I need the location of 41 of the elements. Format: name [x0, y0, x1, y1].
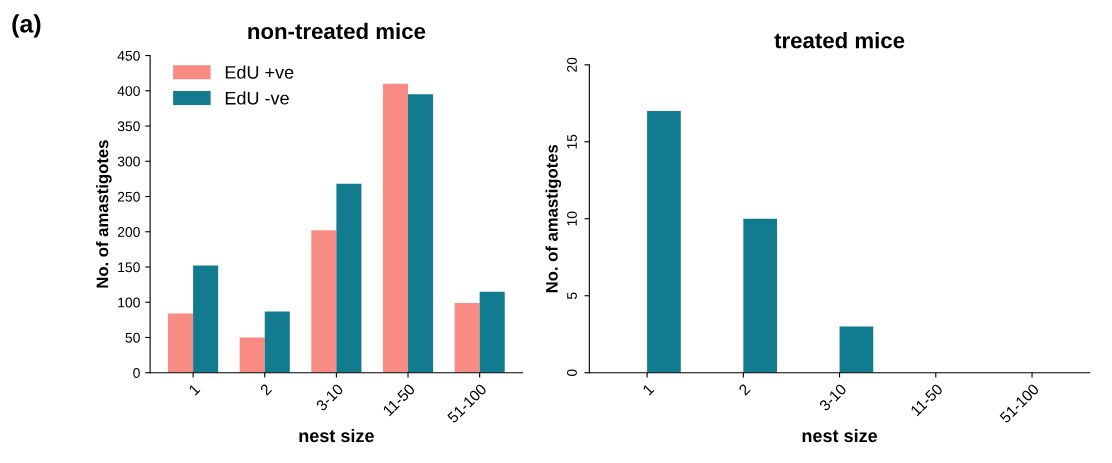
bar — [382, 83, 409, 373]
y-tick-label: 10 — [567, 211, 577, 226]
bar — [479, 291, 505, 373]
x-tick-label: 1 — [642, 383, 655, 396]
chart-title: non-treated mice — [248, 22, 426, 40]
y-tick-label: 20 — [567, 57, 577, 72]
bar — [336, 183, 362, 373]
bar — [311, 230, 337, 373]
bar — [743, 218, 778, 373]
y-tick-label: 200 — [117, 227, 140, 237]
bar — [264, 311, 290, 373]
bar — [647, 111, 681, 373]
y-tick-label: 400 — [117, 86, 140, 96]
bar — [454, 302, 480, 373]
y-tick-label: 350 — [117, 121, 140, 132]
y-tick-label: 100 — [118, 297, 140, 308]
legend-label: EdU -ve — [225, 91, 289, 105]
y-tick-label: 300 — [117, 156, 140, 167]
y-tick-label: 15 — [567, 134, 577, 149]
chart-title: treated mice — [774, 32, 905, 49]
bar — [193, 265, 219, 373]
bar — [839, 326, 874, 373]
x-tick-label: 2 — [259, 383, 273, 396]
bar — [408, 94, 434, 373]
x-tick-label: 2 — [738, 383, 751, 396]
y-axis-title: No. of amastigotes — [545, 144, 562, 293]
bar — [239, 337, 265, 373]
text: (a) — [12, 14, 41, 38]
y-tick-label: 50 — [125, 332, 140, 343]
x-axis-title: nest size — [299, 428, 374, 443]
y-tick-label: 450 — [117, 50, 140, 61]
legend-label: EdU +ve — [225, 65, 294, 79]
y-tick-label: 150 — [118, 262, 140, 273]
y-tick-label: 0 — [133, 368, 140, 378]
y-tick-label: 250 — [117, 191, 140, 202]
y-axis-title: No. of amastigotes — [96, 140, 112, 288]
bar — [168, 313, 194, 373]
x-axis-title: nest size — [802, 428, 878, 443]
y-tick-label: 0 — [567, 369, 577, 377]
y-tick-label: 5 — [567, 292, 577, 300]
x-tick-label: 1 — [188, 383, 201, 396]
